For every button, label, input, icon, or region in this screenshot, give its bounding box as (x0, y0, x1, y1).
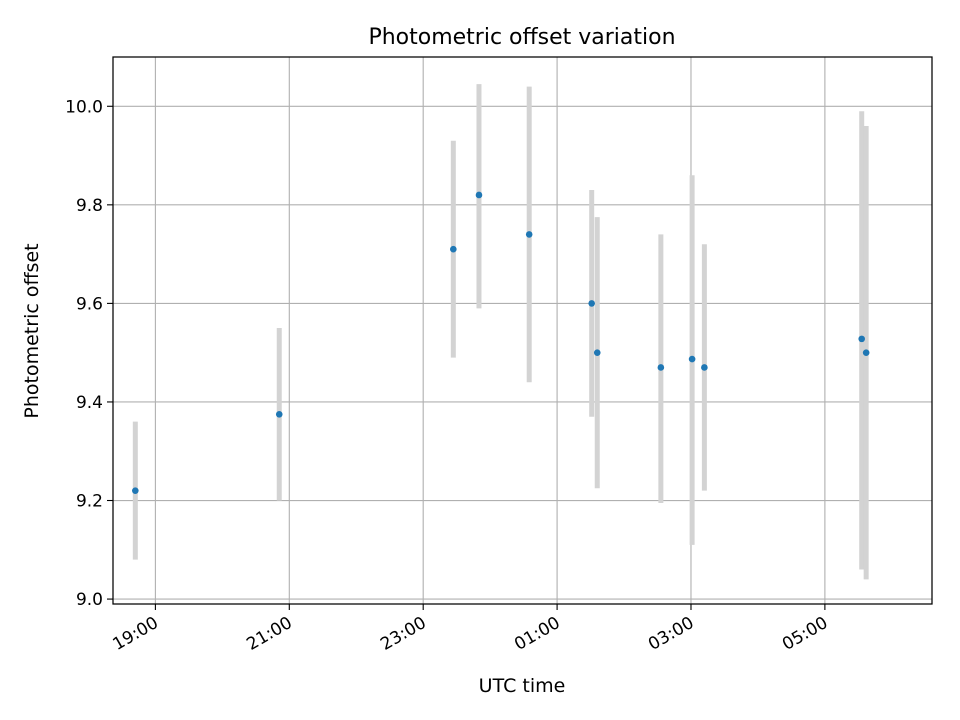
plot-frame (112, 56, 933, 605)
x-axis-label: UTC time (479, 675, 566, 697)
y-tick-label: 9.0 (76, 590, 103, 610)
data-point (475, 191, 483, 199)
y-axis-ticks: 9.0 9.2 9.4 9.6 9.8 10.0 (65, 97, 113, 610)
y-tick-label: 9.8 (76, 196, 103, 216)
data-point (701, 364, 708, 371)
y-tick-label: 9.6 (76, 294, 103, 314)
chart-title: Photometric offset variation (368, 25, 675, 50)
y-tick-label: 10.0 (65, 97, 103, 117)
data-point (858, 335, 866, 343)
data-point (593, 349, 601, 356)
data-points (132, 191, 870, 494)
y-tick-label: 9.4 (76, 393, 103, 413)
grid-lines (113, 57, 932, 604)
data-point (132, 487, 139, 494)
data-point (688, 355, 696, 363)
data-point (525, 231, 533, 238)
data-point (588, 300, 595, 307)
y-tick-label: 9.2 (76, 492, 103, 512)
data-point (657, 364, 665, 371)
y-axis-label: Photometric offset (21, 243, 43, 418)
data-point (450, 245, 457, 253)
data-point (275, 410, 283, 418)
data-point (862, 349, 870, 356)
